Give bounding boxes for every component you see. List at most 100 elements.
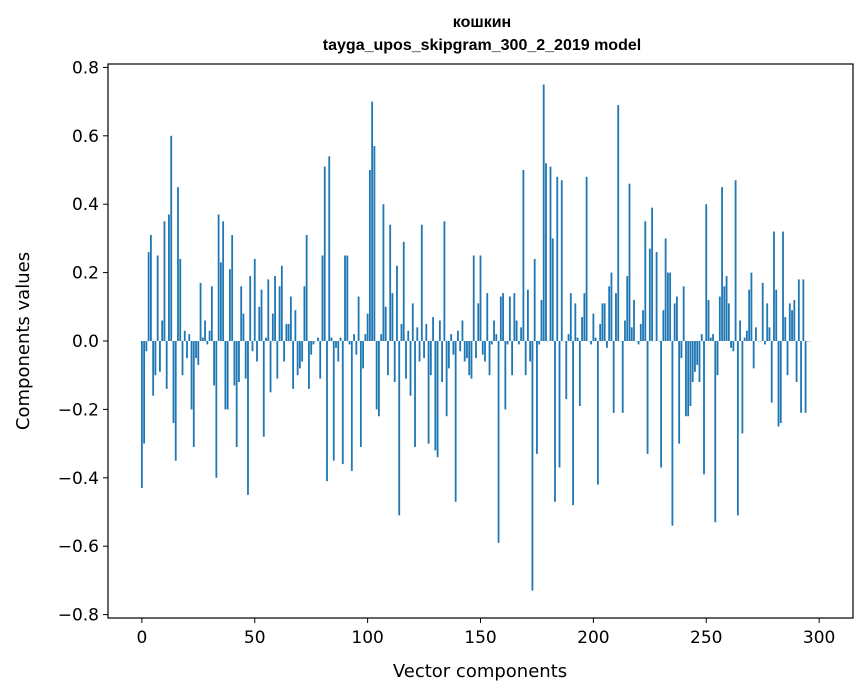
bar-101 bbox=[368, 170, 371, 341]
y-tick-label: 0.2 bbox=[72, 264, 99, 284]
bar-255 bbox=[716, 341, 719, 376]
bar-196 bbox=[583, 293, 586, 341]
bar-52 bbox=[258, 306, 261, 341]
bar-44 bbox=[240, 286, 243, 341]
bar-251 bbox=[707, 299, 710, 341]
bar-264 bbox=[736, 341, 739, 516]
bar-237 bbox=[676, 296, 678, 341]
bar-84 bbox=[330, 337, 333, 341]
bar-60 bbox=[276, 341, 279, 379]
bar-99 bbox=[364, 334, 367, 341]
bar-277 bbox=[766, 303, 769, 341]
bar-194 bbox=[578, 341, 581, 406]
bar-170 bbox=[524, 341, 527, 376]
bar-265 bbox=[739, 320, 742, 341]
bar-80 bbox=[321, 255, 324, 341]
bar-112 bbox=[393, 341, 396, 383]
bar-26 bbox=[199, 282, 202, 341]
bar-76 bbox=[312, 341, 315, 345]
bar-168 bbox=[520, 327, 523, 341]
bar-153 bbox=[486, 293, 489, 341]
bar-292 bbox=[800, 341, 802, 413]
bar-141 bbox=[459, 341, 462, 352]
bar-95 bbox=[355, 341, 358, 355]
bar-242 bbox=[687, 341, 690, 417]
y-tick-label: 0.4 bbox=[72, 195, 99, 215]
bar-281 bbox=[775, 289, 778, 341]
bar-171 bbox=[527, 289, 529, 341]
bars-group bbox=[140, 84, 812, 591]
bar-74 bbox=[308, 341, 310, 389]
bar-94 bbox=[353, 334, 355, 341]
bar-55 bbox=[265, 337, 267, 341]
bar-85 bbox=[332, 341, 335, 461]
bar-34 bbox=[217, 214, 220, 341]
bar-294 bbox=[804, 341, 807, 413]
bar-116 bbox=[402, 241, 405, 341]
bar-4 bbox=[149, 234, 152, 341]
bar-42 bbox=[235, 341, 238, 448]
bar-157 bbox=[495, 334, 498, 341]
bar-47 bbox=[247, 341, 249, 495]
bar-211 bbox=[617, 105, 620, 341]
bar-177 bbox=[540, 299, 543, 341]
bar-123 bbox=[418, 341, 421, 362]
x-tick-label: 300 bbox=[803, 628, 835, 648]
bar-86 bbox=[335, 341, 337, 348]
bar-124 bbox=[420, 224, 423, 341]
bar-144 bbox=[466, 341, 468, 359]
bar-260 bbox=[727, 303, 730, 341]
bar-215 bbox=[626, 276, 629, 341]
bar-174 bbox=[533, 258, 536, 341]
bar-258 bbox=[723, 286, 726, 341]
bar-128 bbox=[429, 341, 432, 376]
bar-103 bbox=[373, 146, 376, 341]
y-tick-label: −0.4 bbox=[58, 469, 99, 489]
bar-48 bbox=[249, 276, 252, 341]
bar-284 bbox=[782, 231, 784, 341]
bar-280 bbox=[773, 231, 775, 341]
bar-7 bbox=[156, 255, 159, 341]
bar-3 bbox=[147, 252, 150, 341]
bar-109 bbox=[387, 341, 389, 376]
bar-151 bbox=[481, 341, 484, 355]
bar-22 bbox=[190, 341, 193, 410]
bar-143 bbox=[463, 341, 466, 362]
bar-203 bbox=[599, 323, 602, 341]
bar-247 bbox=[698, 341, 701, 383]
bar-172 bbox=[529, 341, 532, 362]
bar-30 bbox=[208, 330, 211, 341]
bar-234 bbox=[669, 272, 672, 341]
bar-133 bbox=[441, 341, 444, 383]
bar-56 bbox=[267, 279, 270, 341]
bar-93 bbox=[350, 341, 353, 471]
bar-210 bbox=[615, 293, 617, 341]
bar-204 bbox=[601, 303, 604, 341]
bar-57 bbox=[269, 341, 272, 393]
bar-130 bbox=[434, 341, 437, 451]
bar-154 bbox=[488, 341, 491, 376]
bar-182 bbox=[551, 238, 554, 341]
bar-202 bbox=[596, 341, 599, 485]
bar-126 bbox=[425, 323, 428, 341]
bar-163 bbox=[508, 296, 511, 341]
bar-107 bbox=[382, 204, 385, 341]
y-tick-label: 0.0 bbox=[72, 332, 99, 352]
bar-81 bbox=[323, 166, 326, 341]
bar-239 bbox=[680, 341, 683, 359]
bar-270 bbox=[750, 272, 753, 341]
bar-12 bbox=[168, 214, 170, 341]
bar-27 bbox=[201, 337, 204, 341]
bar-176 bbox=[538, 341, 541, 345]
bar-73 bbox=[305, 234, 308, 341]
bar-62 bbox=[280, 265, 283, 341]
bar-216 bbox=[628, 183, 631, 341]
bar-167 bbox=[517, 341, 520, 345]
bar-155 bbox=[490, 341, 493, 345]
bar-19 bbox=[183, 330, 186, 341]
bar-79 bbox=[319, 341, 322, 379]
bar-249 bbox=[703, 341, 705, 475]
bar-6 bbox=[154, 341, 157, 376]
bar-46 bbox=[244, 341, 247, 379]
bar-289 bbox=[793, 299, 796, 341]
